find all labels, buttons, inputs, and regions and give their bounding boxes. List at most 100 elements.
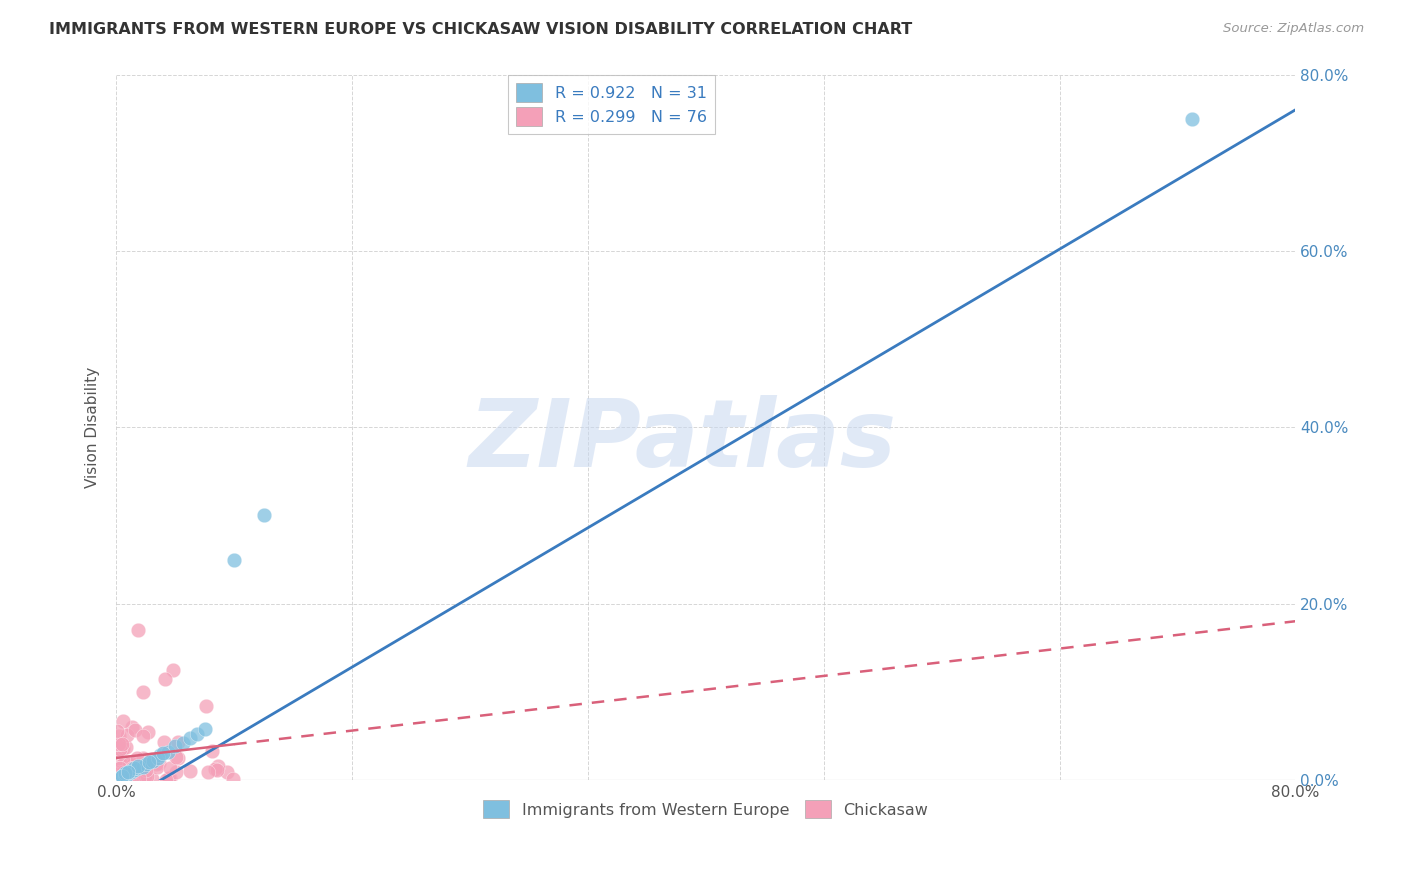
Point bbox=[162, 663, 184, 677]
Point bbox=[127, 764, 149, 779]
Point bbox=[152, 747, 174, 761]
Point bbox=[128, 763, 150, 777]
Point bbox=[117, 766, 139, 780]
Point bbox=[121, 770, 143, 784]
Text: IMMIGRANTS FROM WESTERN EUROPE VS CHICKASAW VISION DISABILITY CORRELATION CHART: IMMIGRANTS FROM WESTERN EUROPE VS CHICKA… bbox=[49, 22, 912, 37]
Point bbox=[132, 750, 155, 764]
Point bbox=[118, 757, 141, 772]
Point bbox=[111, 714, 134, 729]
Point bbox=[165, 739, 187, 754]
Point bbox=[111, 772, 134, 787]
Point bbox=[108, 751, 131, 765]
Point bbox=[108, 764, 131, 779]
Point bbox=[107, 737, 129, 751]
Point bbox=[159, 761, 181, 775]
Point bbox=[117, 764, 139, 779]
Point bbox=[179, 731, 201, 745]
Point bbox=[159, 771, 181, 785]
Point bbox=[204, 762, 226, 776]
Point bbox=[179, 764, 201, 778]
Point bbox=[105, 764, 128, 778]
Point bbox=[153, 735, 176, 749]
Point bbox=[186, 727, 208, 741]
Point bbox=[117, 768, 139, 782]
Point bbox=[135, 757, 157, 772]
Point bbox=[125, 751, 148, 765]
Point bbox=[224, 552, 246, 566]
Point bbox=[127, 762, 149, 776]
Point bbox=[105, 723, 128, 738]
Point bbox=[142, 754, 165, 768]
Point bbox=[122, 756, 145, 771]
Point bbox=[138, 756, 160, 770]
Legend: Immigrants from Western Europe, Chickasaw: Immigrants from Western Europe, Chickasa… bbox=[477, 794, 935, 825]
Point bbox=[128, 772, 150, 786]
Point bbox=[124, 723, 146, 737]
Point bbox=[172, 736, 194, 750]
Point bbox=[107, 737, 129, 751]
Point bbox=[111, 758, 134, 772]
Point bbox=[194, 722, 217, 736]
Point bbox=[132, 684, 155, 698]
Point bbox=[122, 761, 145, 775]
Point bbox=[105, 766, 128, 780]
Point bbox=[118, 764, 141, 779]
Point bbox=[197, 764, 219, 779]
Text: ZIPatlas: ZIPatlas bbox=[468, 395, 897, 487]
Point bbox=[157, 771, 180, 785]
Point bbox=[111, 768, 134, 782]
Point bbox=[149, 748, 172, 763]
Point bbox=[215, 765, 238, 780]
Point bbox=[108, 742, 131, 756]
Point bbox=[115, 765, 138, 780]
Point bbox=[115, 772, 138, 787]
Point bbox=[146, 760, 169, 774]
Point bbox=[167, 750, 190, 764]
Point bbox=[105, 744, 128, 758]
Point bbox=[121, 764, 143, 779]
Point bbox=[165, 750, 187, 764]
Point bbox=[111, 768, 134, 782]
Point bbox=[118, 755, 141, 769]
Point bbox=[108, 746, 131, 760]
Point bbox=[201, 744, 224, 758]
Point bbox=[1181, 112, 1204, 126]
Point bbox=[120, 764, 142, 779]
Point bbox=[167, 735, 190, 749]
Point bbox=[136, 724, 159, 739]
Point bbox=[127, 623, 149, 637]
Point bbox=[134, 769, 156, 783]
Point bbox=[115, 740, 138, 755]
Point bbox=[110, 759, 132, 773]
Point bbox=[108, 761, 131, 775]
Point bbox=[165, 765, 187, 780]
Point bbox=[135, 769, 157, 783]
Point bbox=[108, 761, 131, 775]
Point bbox=[112, 769, 135, 783]
Point bbox=[121, 721, 143, 735]
Point bbox=[146, 751, 169, 765]
Point bbox=[222, 772, 245, 786]
Point bbox=[205, 763, 228, 777]
Point bbox=[121, 761, 143, 775]
Point bbox=[195, 699, 218, 714]
Point bbox=[114, 767, 136, 781]
Point bbox=[110, 737, 132, 751]
Point bbox=[111, 741, 134, 756]
Point bbox=[122, 764, 145, 778]
Point bbox=[131, 730, 153, 744]
Point bbox=[156, 745, 179, 759]
Point bbox=[253, 508, 276, 523]
Point bbox=[155, 672, 177, 686]
Point bbox=[145, 757, 167, 772]
Point bbox=[108, 770, 131, 784]
Point bbox=[155, 772, 177, 787]
Point bbox=[115, 728, 138, 742]
Point bbox=[112, 771, 135, 785]
Point bbox=[121, 761, 143, 775]
Point bbox=[127, 759, 149, 773]
Point bbox=[141, 772, 163, 786]
Point bbox=[132, 760, 155, 774]
Point bbox=[110, 770, 132, 784]
Point bbox=[141, 752, 163, 766]
